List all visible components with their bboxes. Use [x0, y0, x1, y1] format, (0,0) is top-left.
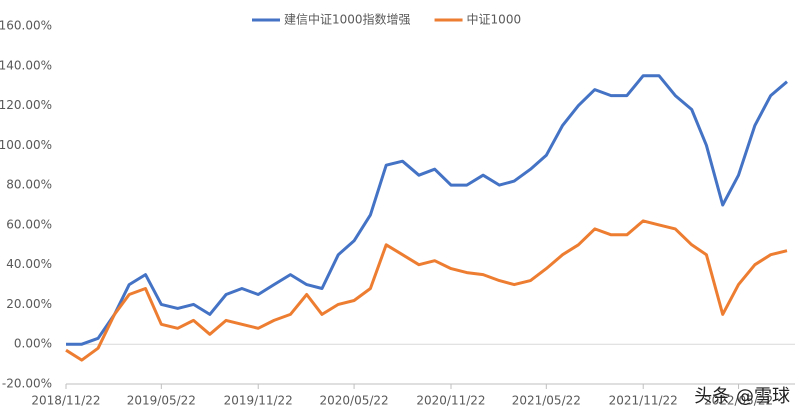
y-tick-label: 0.00%: [14, 337, 52, 351]
y-tick-label: -20.00%: [2, 377, 52, 391]
x-tick-label: 2019/05/22: [127, 394, 196, 408]
y-tick-label: 140.00%: [0, 58, 52, 72]
x-tick-label: 2018/11/22: [31, 394, 100, 408]
x-tick-label: 2020/11/22: [416, 394, 485, 408]
y-tick-label: 80.00%: [6, 178, 52, 192]
series-line: [66, 74, 788, 346]
y-tick-label: 60.00%: [6, 217, 52, 231]
x-tick-label: 2021/11/22: [609, 394, 678, 408]
y-tick-label: 40.00%: [6, 257, 52, 271]
y-tick-label: 100.00%: [0, 138, 52, 152]
x-tick-label: 2021/05/22: [512, 394, 581, 408]
legend-label: 建信中证1000指数增强: [284, 12, 411, 27]
y-tick-label: 160.00%: [0, 19, 52, 33]
y-tick-label: 20.00%: [6, 297, 52, 311]
series-line: [65, 219, 788, 362]
watermark: 头条 @雪球: [694, 386, 790, 407]
x-tick-label: 2020/05/22: [319, 394, 388, 408]
y-tick-label: 120.00%: [0, 98, 52, 112]
legend: 建信中证1000指数增强 中证1000: [252, 12, 521, 27]
x-tick-label: 2019/11/22: [224, 394, 293, 408]
x-tick-label: 2022/05/22: [704, 394, 773, 408]
legend-label: 中证1000: [467, 12, 522, 27]
